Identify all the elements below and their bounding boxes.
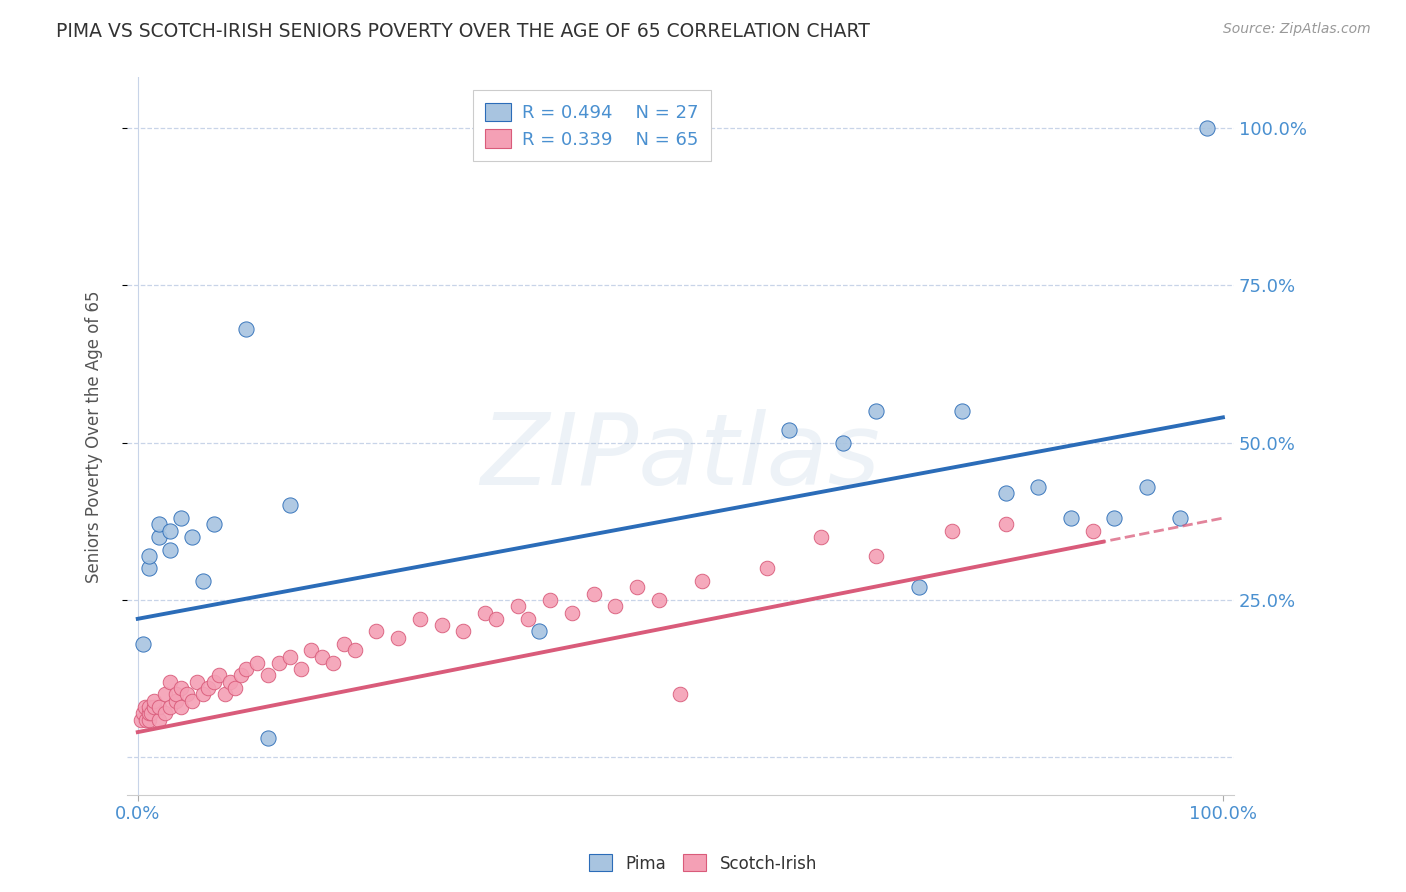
Point — [148, 517, 170, 532]
Point — [208, 668, 231, 682]
Y-axis label: Seniors Poverty Over the Age of 65: Seniors Poverty Over the Age of 65 — [86, 290, 103, 582]
Point — [191, 574, 214, 588]
Point — [582, 586, 605, 600]
Point — [159, 524, 181, 538]
Point — [278, 499, 301, 513]
Point — [333, 637, 356, 651]
Point — [832, 435, 855, 450]
Point — [387, 631, 409, 645]
Point — [165, 693, 187, 707]
Point — [311, 649, 333, 664]
Point — [1104, 511, 1126, 525]
Point — [159, 542, 181, 557]
Point — [132, 706, 155, 721]
Point — [865, 549, 887, 563]
Legend: Pima, Scotch-Irish: Pima, Scotch-Irish — [582, 847, 824, 880]
Point — [1168, 511, 1191, 525]
Point — [132, 637, 155, 651]
Point — [143, 700, 166, 714]
Point — [135, 713, 157, 727]
Point — [908, 580, 931, 594]
Point — [138, 549, 160, 563]
Point — [165, 687, 187, 701]
Point — [257, 731, 280, 746]
Point — [626, 580, 648, 594]
Point — [669, 687, 692, 701]
Point — [647, 593, 669, 607]
Text: PIMA VS SCOTCH-IRISH SENIORS POVERTY OVER THE AGE OF 65 CORRELATION CHART: PIMA VS SCOTCH-IRISH SENIORS POVERTY OVE… — [56, 22, 870, 41]
Point — [170, 681, 193, 695]
Point — [366, 624, 388, 639]
Point — [529, 624, 551, 639]
Point — [538, 593, 561, 607]
Point — [159, 700, 181, 714]
Point — [148, 530, 170, 544]
Point — [474, 606, 496, 620]
Point — [430, 618, 453, 632]
Point — [202, 674, 225, 689]
Point — [214, 687, 236, 701]
Point — [229, 668, 252, 682]
Point — [224, 681, 246, 695]
Point — [246, 656, 269, 670]
Point — [517, 612, 540, 626]
Point — [952, 404, 974, 418]
Point — [299, 643, 322, 657]
Point — [994, 517, 1017, 532]
Point — [202, 517, 225, 532]
Point — [506, 599, 529, 614]
Text: ZIPatlas: ZIPatlas — [481, 409, 880, 507]
Point — [690, 574, 713, 588]
Point — [778, 423, 800, 437]
Point — [290, 662, 312, 676]
Point — [138, 713, 160, 727]
Point — [756, 561, 779, 575]
Point — [219, 674, 242, 689]
Point — [191, 687, 214, 701]
Point — [605, 599, 627, 614]
Point — [139, 706, 162, 721]
Point — [159, 674, 181, 689]
Point — [561, 606, 583, 620]
Point — [153, 706, 176, 721]
Point — [138, 561, 160, 575]
Point — [865, 404, 887, 418]
Point — [181, 693, 204, 707]
Point — [235, 662, 257, 676]
Point — [1195, 120, 1218, 135]
Point — [170, 700, 193, 714]
Point — [453, 624, 475, 639]
Point — [134, 700, 156, 714]
Point — [409, 612, 432, 626]
Point — [138, 706, 160, 721]
Point — [941, 524, 963, 538]
Point — [257, 668, 280, 682]
Point — [1060, 511, 1083, 525]
Text: Source: ZipAtlas.com: Source: ZipAtlas.com — [1223, 22, 1371, 37]
Point — [186, 674, 208, 689]
Point — [322, 656, 344, 670]
Point — [485, 612, 508, 626]
Point — [176, 687, 198, 701]
Point — [129, 713, 152, 727]
Point — [181, 530, 204, 544]
Point — [1028, 480, 1050, 494]
Point — [143, 693, 166, 707]
Point — [994, 486, 1017, 500]
Legend: R = 0.494    N = 27, R = 0.339    N = 65: R = 0.494 N = 27, R = 0.339 N = 65 — [472, 90, 711, 161]
Point — [1081, 524, 1104, 538]
Point — [1136, 480, 1159, 494]
Point — [278, 649, 301, 664]
Point — [153, 687, 176, 701]
Point — [235, 322, 257, 336]
Point — [267, 656, 290, 670]
Point — [197, 681, 219, 695]
Point — [148, 700, 170, 714]
Point — [138, 700, 160, 714]
Point — [810, 530, 832, 544]
Point — [170, 511, 193, 525]
Point — [148, 713, 170, 727]
Point — [343, 643, 366, 657]
